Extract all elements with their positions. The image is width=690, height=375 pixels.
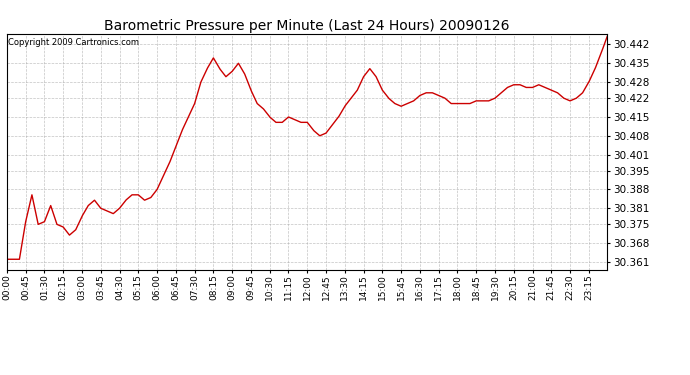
Title: Barometric Pressure per Minute (Last 24 Hours) 20090126: Barometric Pressure per Minute (Last 24 …	[104, 19, 510, 33]
Text: Copyright 2009 Cartronics.com: Copyright 2009 Cartronics.com	[8, 39, 139, 48]
